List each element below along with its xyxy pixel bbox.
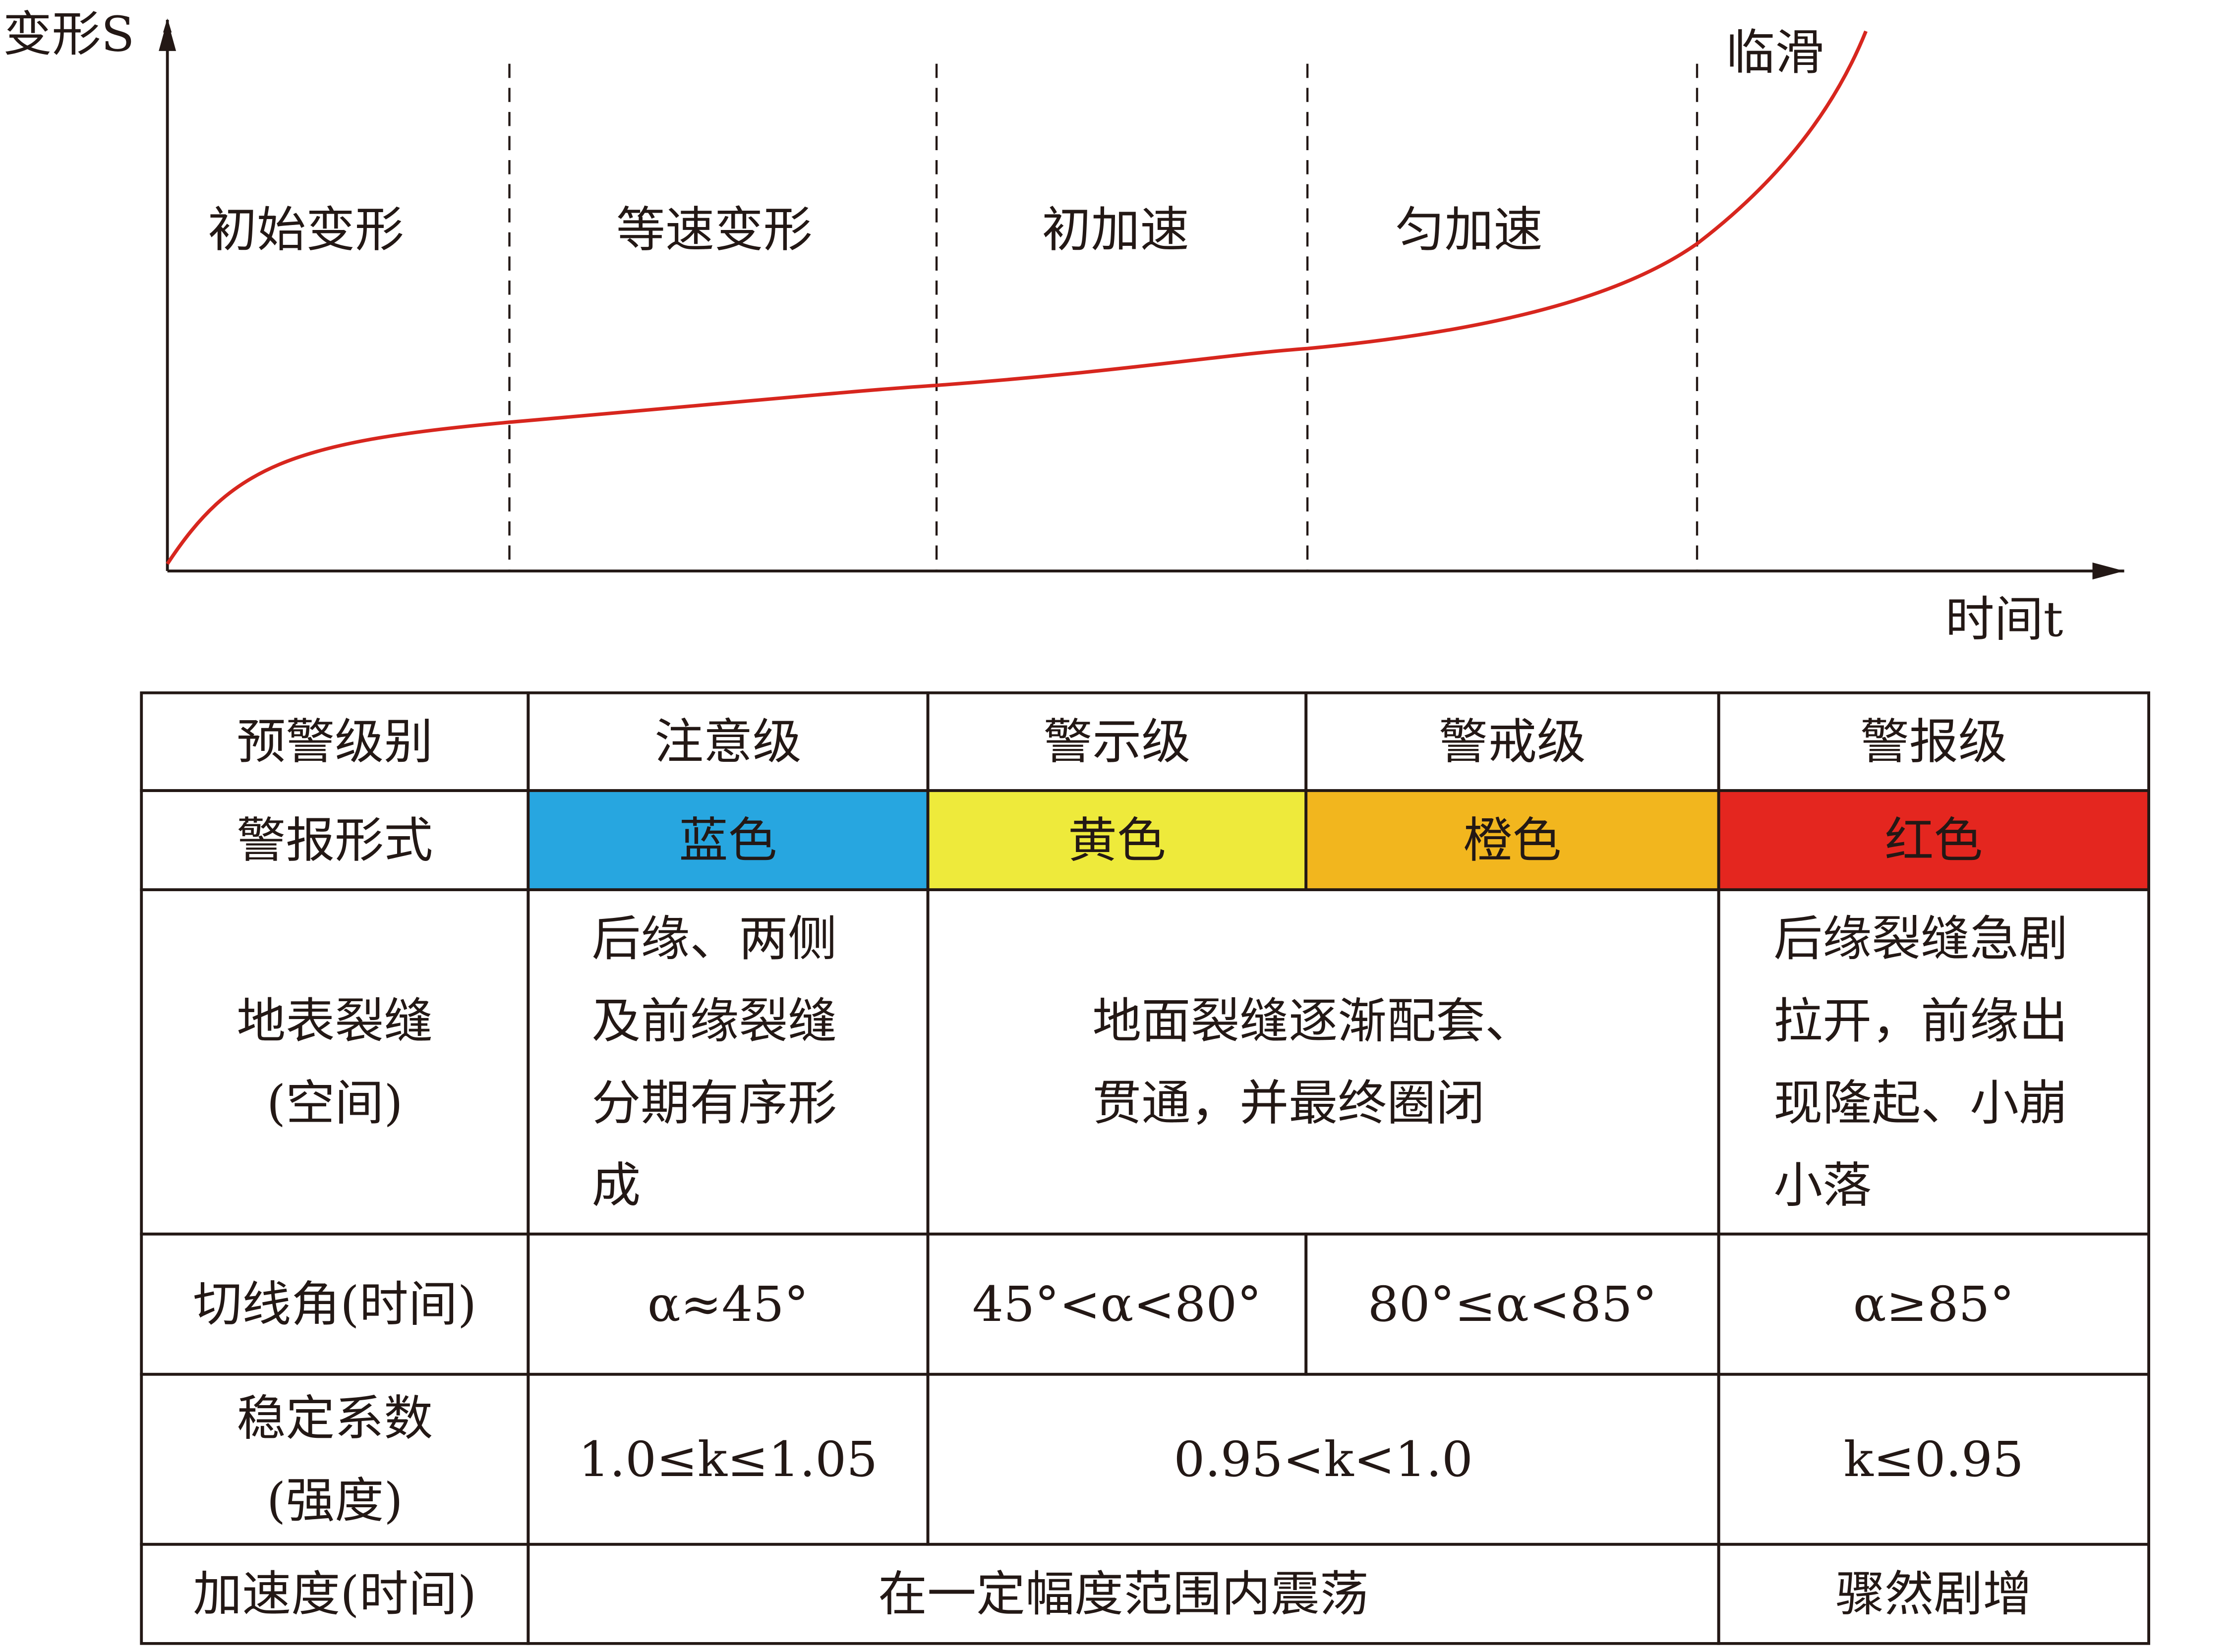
cell-text: 黄色	[1068, 813, 1166, 869]
cell-text: 稳定系数	[236, 1391, 433, 1447]
cell-text: 注意级	[654, 714, 802, 770]
cell-text: 橙色	[1463, 813, 1561, 869]
table-cell	[1304, 789, 1720, 891]
cell-text: α≈45°	[647, 1277, 809, 1333]
x-arrow	[2092, 562, 2124, 580]
table-cell	[1717, 1542, 2150, 1645]
cell-text: 加速度(时间)	[193, 1566, 476, 1622]
cell-text: 分期有序形	[591, 1076, 837, 1132]
cell-text: 0.95<k<1.0	[1174, 1432, 1473, 1488]
stage-label: 等速变形	[616, 202, 813, 258]
chart: 变形S 时间t 初始变形 等速变形 初加速 匀加速 临滑	[3, 6, 2124, 648]
cell-text: α≥85°	[1853, 1277, 2014, 1333]
table-cell	[140, 888, 530, 1236]
cell-text: k≤0.95	[1844, 1432, 2024, 1488]
cell-text: (强度)	[267, 1473, 403, 1529]
cell-text: 及前缘裂缝	[591, 993, 837, 1049]
cell-text: (空间)	[267, 1076, 403, 1132]
cell-text: 现隆起、小崩	[1773, 1076, 2068, 1132]
cell-text: 1.0≤k≤1.05	[579, 1432, 878, 1488]
cell-text: 拉开，前缘出	[1773, 993, 2068, 1049]
y-axis-label: 变形S	[3, 6, 135, 62]
cell-text: 地表裂缝	[236, 993, 433, 1049]
stage-dividers	[508, 63, 1699, 571]
cell-text: 警报形式	[236, 813, 433, 869]
cell-text: 45°<α<80°	[972, 1277, 1261, 1333]
cell-text: 骤然剧增	[1835, 1566, 2032, 1622]
cell-text: 后缘裂缝急剧	[1773, 911, 2068, 967]
table-cell	[926, 888, 1720, 1236]
cell-text: 成	[591, 1158, 641, 1214]
stage-label: 初始变形	[208, 202, 404, 258]
cell-text: 地面裂缝逐渐配套、	[1092, 993, 1534, 1049]
cell-text: 80°≤α<85°	[1368, 1277, 1657, 1333]
cell-text: 小落	[1773, 1158, 1872, 1214]
cell-text: 贯通，并最终圈闭	[1092, 1076, 1485, 1132]
cell-text: 在一定幅度范围内震荡	[878, 1566, 1369, 1622]
y-arrow	[159, 20, 176, 51]
table-cell	[1717, 789, 2150, 891]
stage-label: 临滑	[1726, 25, 1824, 81]
cell-text: 警示级	[1043, 714, 1190, 770]
stage-label: 初加速	[1042, 202, 1189, 258]
cell-text: 后缘、两侧	[591, 911, 837, 967]
cell-text: 警报级	[1860, 714, 2007, 770]
x-axis-label: 时间t	[1945, 592, 2063, 648]
cell-text: 红色	[1884, 813, 1983, 869]
stage-label: 匀加速	[1396, 202, 1543, 258]
cell-text: 切线角(时间)	[193, 1277, 476, 1333]
deformation-curve	[166, 30, 1868, 565]
cell-text: 蓝色	[679, 813, 777, 869]
cell-text: 警戒级	[1439, 714, 1586, 770]
cell-text: 预警级别	[236, 714, 433, 770]
